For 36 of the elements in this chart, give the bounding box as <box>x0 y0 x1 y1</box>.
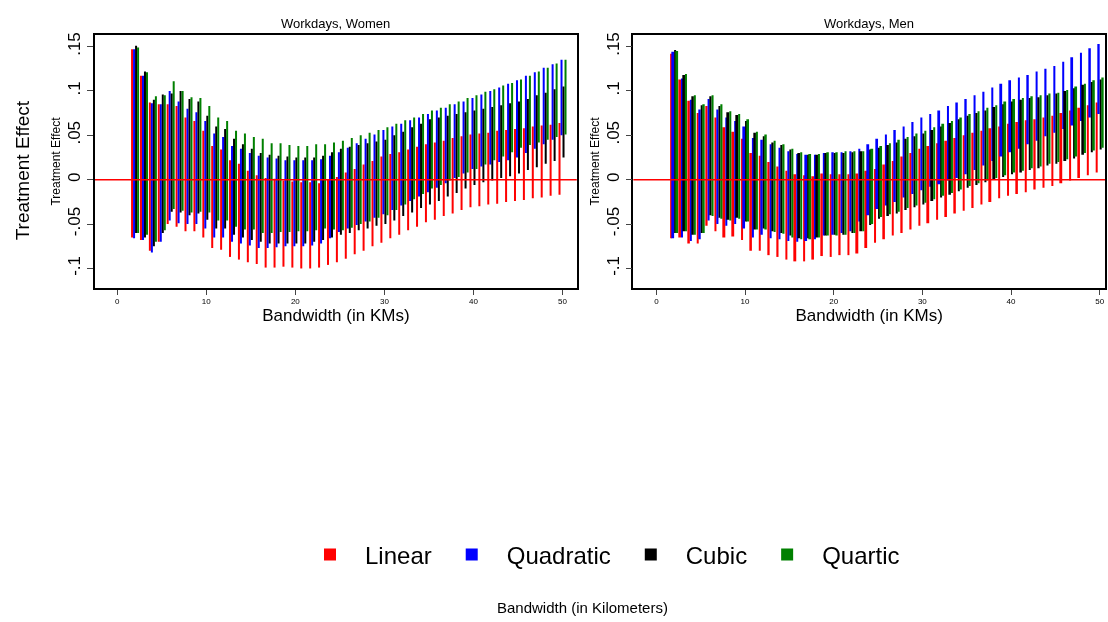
x-tick-label: 10 <box>201 297 212 307</box>
x-axis-title: Bandwidth (in KMs) <box>262 306 410 326</box>
x-tick-label: 0 <box>115 297 121 307</box>
x-axis-title: Bandwidth (in KMs) <box>795 306 943 326</box>
x-tick-label: 40 <box>469 297 479 307</box>
legend-label: Linear <box>365 541 432 569</box>
chart-title: Workdays, Men <box>824 16 915 31</box>
legend-label: Cubic <box>685 541 748 569</box>
y-axis-title: Treatment Effect <box>587 116 602 206</box>
text: Bandwidth (in Kilometers) <box>497 599 668 616</box>
y-tick-label: 0 <box>603 172 623 182</box>
y-tick-label: .15 <box>65 32 85 56</box>
y-tick-label: 0 <box>65 172 85 182</box>
y-tick-label: .05 <box>603 120 623 145</box>
y-tick-label: .15 <box>603 32 623 56</box>
y-tick-label: -.05 <box>603 206 623 237</box>
y-tick-label: .1 <box>65 81 85 96</box>
x-tick-label: 10 <box>740 297 751 307</box>
x-tick-label: 20 <box>829 297 839 307</box>
x-tick-label: 50 <box>1095 297 1105 307</box>
y-tick-label: -.1 <box>603 256 623 276</box>
y-axis-title: Treatment Effect <box>12 100 34 241</box>
y-tick-label: -.05 <box>65 206 85 237</box>
x-tick-label: 20 <box>290 297 301 307</box>
y-tick-label: .1 <box>603 81 623 96</box>
legend-label: Quadratic <box>506 541 611 569</box>
x-tick-label: 30 <box>379 297 390 307</box>
x-tick-label: 30 <box>917 297 928 307</box>
text: Treatment Effect <box>49 116 64 206</box>
y-tick-label: .05 <box>65 120 85 145</box>
y-tick-label: -.1 <box>65 256 85 276</box>
x-tick-label: 50 <box>558 297 568 307</box>
x-tick-label: 40 <box>1006 297 1017 307</box>
x-tick-label: 0 <box>654 297 660 307</box>
legend-label: Quartic <box>822 541 900 569</box>
chart-title: Workdays, Women <box>281 16 391 31</box>
